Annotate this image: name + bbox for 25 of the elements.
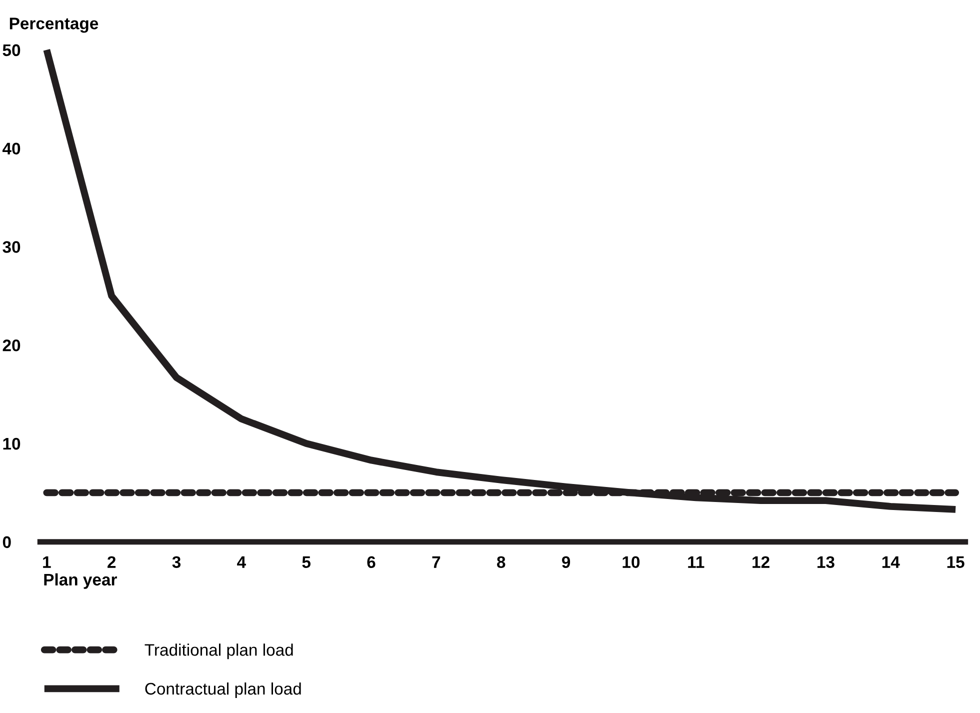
y-axis-title: Percentage (10, 18, 98, 33)
y-tick-label: 30 (2, 241, 20, 253)
x-tick-label: 9 (562, 556, 570, 568)
legend-label: Traditional plan load (144, 644, 293, 660)
x-tick-label: 1 (43, 556, 51, 568)
y-tick-label: 40 (2, 142, 20, 155)
y-tick-label: 0 (2, 536, 11, 548)
x-tick-label: 8 (497, 556, 506, 568)
x-tick-label: 2 (108, 556, 116, 568)
x-tick-label: 14 (882, 556, 900, 568)
x-tick-label: 12 (752, 556, 770, 568)
x-tick-label: 15 (947, 556, 964, 568)
y-tick-label: 10 (3, 438, 20, 450)
x-tick-label: 10 (622, 556, 640, 568)
x-tick-label: 13 (818, 556, 834, 568)
y-tick-label: 50 (2, 44, 20, 56)
y-tick-label: 20 (2, 339, 20, 352)
x-axis-title: Plan year (44, 573, 117, 589)
x-tick-label: 7 (432, 556, 440, 568)
legend-label: Contractual plan load (145, 682, 301, 698)
x-tick-label: 11 (688, 556, 704, 568)
x-tick-label: 6 (367, 556, 376, 568)
x-tick-label: 3 (172, 556, 181, 568)
x-tick-label: 4 (237, 556, 246, 568)
x-tick-label: 5 (302, 556, 311, 568)
